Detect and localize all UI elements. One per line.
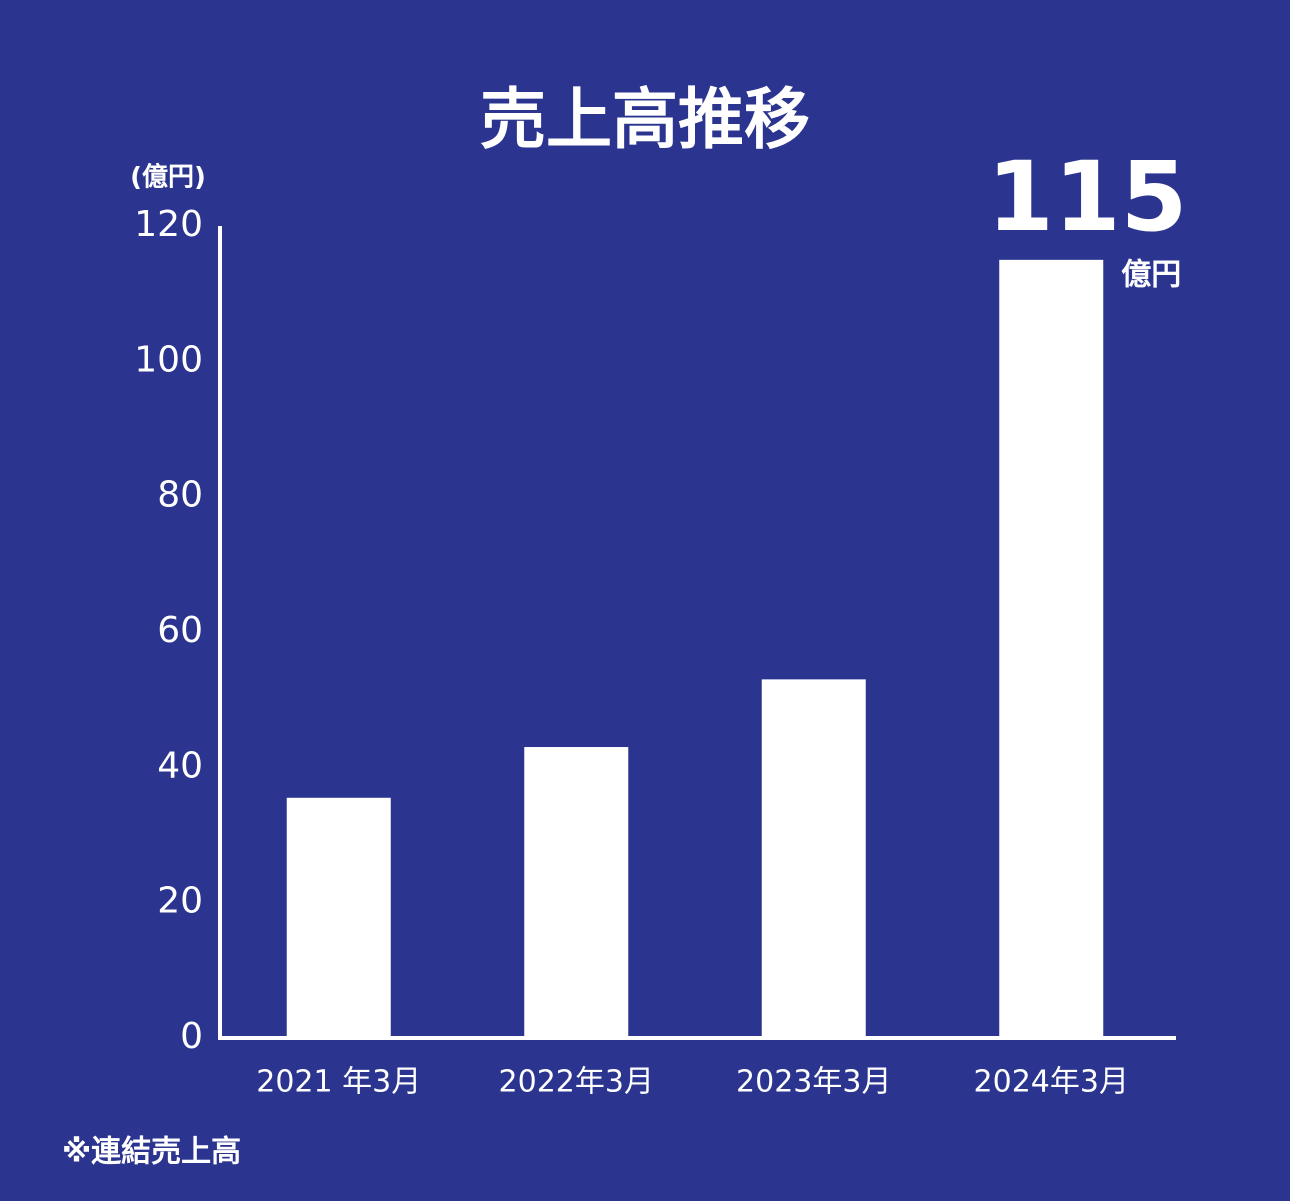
bar	[286, 797, 391, 1038]
y-tick-label: 40	[157, 745, 203, 786]
y-tick-label: 20	[157, 881, 203, 922]
x-tick-label: 2022年3月	[499, 1065, 654, 1100]
bar	[999, 259, 1104, 1038]
y-tick-label: 120	[134, 204, 203, 245]
bar	[524, 747, 629, 1038]
x-tick-label: 2021 年3月	[256, 1065, 421, 1100]
value-label: 115	[987, 141, 1187, 253]
x-tick-label: 2024年3月	[974, 1065, 1129, 1100]
footnote: ※連結売上高	[62, 1135, 241, 1170]
value-unit: 億円	[1121, 257, 1181, 292]
bar	[761, 679, 866, 1038]
chart-title: 売上高推移	[480, 81, 810, 158]
x-tick-label: 2023年3月	[736, 1065, 891, 1100]
y-tick-label: 80	[157, 475, 203, 516]
y-tick-label: 0	[180, 1016, 203, 1057]
y-axis-unit: (億円)	[130, 163, 206, 193]
y-tick-label: 60	[157, 610, 203, 651]
y-tick-label: 100	[134, 339, 203, 380]
